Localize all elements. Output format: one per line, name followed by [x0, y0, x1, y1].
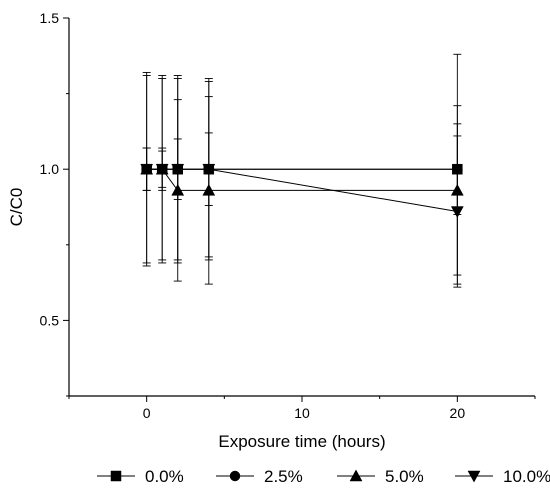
data-point	[202, 163, 216, 176]
legend-entry: 0.0%	[97, 467, 184, 486]
data-point	[450, 206, 464, 219]
legend-label: 5.0%	[385, 467, 424, 486]
legend-label: 2.5%	[264, 467, 303, 486]
data-point	[171, 163, 185, 176]
legend-entry: 5.0%	[337, 467, 424, 486]
series-layer	[140, 53, 464, 288]
legend-marker	[110, 470, 122, 482]
legend-marker	[467, 470, 481, 483]
x-axis-title: Exposure time (hours)	[218, 432, 385, 451]
legend-entry: 2.5%	[216, 467, 303, 486]
series-line	[146, 168, 458, 191]
series-triangle-up	[140, 96, 464, 285]
y-axis-title: C/C0	[7, 188, 26, 227]
legend-label: 0.0%	[145, 467, 184, 486]
x-tick-label: 20	[450, 405, 466, 421]
axes-layer: 0 10 20 0.5 1.0 1.5	[40, 10, 536, 421]
y-tick-label: 1.5	[40, 10, 60, 26]
y-tick-label: 0.5	[40, 312, 60, 328]
data-point	[140, 163, 154, 176]
y-tick-label: 1.0	[40, 161, 60, 177]
legend-marker	[229, 470, 241, 482]
x-tick-label: 0	[143, 405, 151, 421]
legend-label: 10.0%	[503, 467, 550, 486]
data-point	[155, 163, 169, 176]
legend-entry: 10.0%	[455, 467, 550, 486]
legend-layer: 0.0% 2.5% 5.0% 10.0%	[97, 467, 550, 486]
legend-marker	[349, 469, 363, 482]
x-tick-label: 10	[294, 405, 310, 421]
series-triangle-down	[140, 78, 464, 288]
